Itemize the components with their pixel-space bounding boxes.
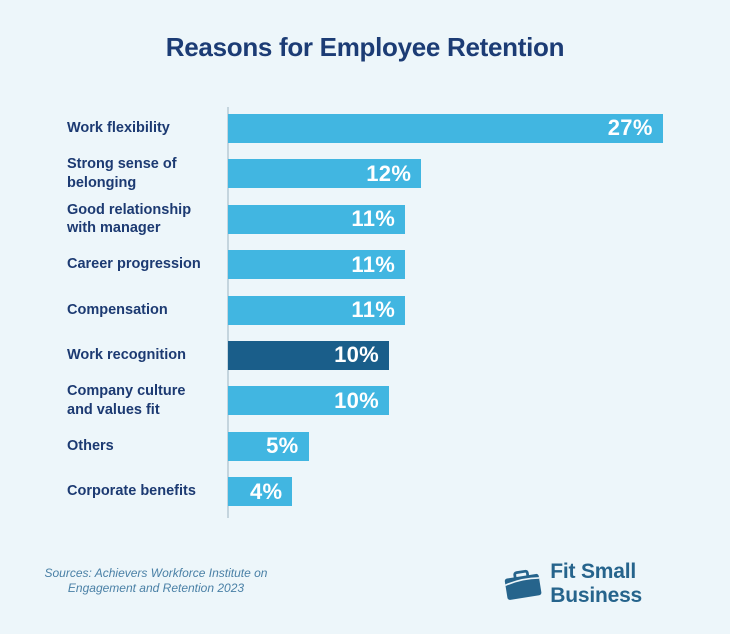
chart-title: Reasons for Employee Retention xyxy=(165,32,565,62)
chart-row: Work recognition 10% xyxy=(67,333,707,378)
chart-row: Others 5% xyxy=(67,424,707,469)
chart-row: Corporate benefits 4% xyxy=(67,469,707,514)
bar-value-label: 27% xyxy=(607,115,653,141)
bar-track: 12% xyxy=(228,159,707,189)
bar-track: 27% xyxy=(228,113,707,143)
briefcase-icon xyxy=(504,569,542,600)
chart-row: Strong sense of belonging 12% xyxy=(67,151,707,196)
bar: 11% xyxy=(228,204,406,234)
bar-value-label: 11% xyxy=(351,297,396,323)
bar-value-label: 10% xyxy=(334,387,379,413)
bar-value-label: 11% xyxy=(351,206,396,232)
bar: 11% xyxy=(228,295,406,325)
bar-value-label: 4% xyxy=(249,478,283,504)
bar: 11% xyxy=(228,250,406,280)
bar-track: 11% xyxy=(228,204,707,234)
bar-track: 10% xyxy=(228,386,707,416)
bar: 4% xyxy=(228,477,293,507)
chart-row: Good relationship with manager 11% xyxy=(67,197,707,242)
category-label: Career progression xyxy=(67,256,201,273)
chart-row: Career progression 11% xyxy=(67,242,707,287)
category-label: Others xyxy=(67,437,114,454)
bar: 12% xyxy=(228,159,422,189)
bar-value-label: 5% xyxy=(266,433,299,459)
bar: 10% xyxy=(228,340,389,370)
bar-track: 10% xyxy=(228,340,707,370)
bar-value-label: 11% xyxy=(351,251,396,277)
bar: 10% xyxy=(228,386,389,416)
bar: 5% xyxy=(228,431,309,461)
chart-row: Work flexibility 27% xyxy=(67,106,707,151)
logo-wordmark: Fit Small Business xyxy=(550,560,643,607)
chart-row: Company culture and values fit 10% xyxy=(67,378,707,423)
category-label: Company culture and values fit xyxy=(67,383,186,418)
bar-track: 11% xyxy=(228,295,707,325)
bar-value-label: 10% xyxy=(334,342,379,368)
bar-track: 5% xyxy=(228,431,707,461)
category-label: Strong sense of belonging xyxy=(67,156,177,191)
category-label: Good relationship with manager xyxy=(67,201,192,237)
bar-chart: Work flexibility 27% Strong sense of bel… xyxy=(67,106,707,515)
chart-row: Compensation 11% xyxy=(67,287,707,332)
category-label: Corporate benefits xyxy=(67,483,196,500)
bar: 27% xyxy=(228,113,663,143)
brand-logo: Fit Small Business xyxy=(503,560,730,607)
bar-track: 4% xyxy=(228,477,707,507)
category-label: Compensation xyxy=(67,301,168,318)
category-label: Work flexibility xyxy=(67,120,170,137)
bar-value-label: 12% xyxy=(366,160,412,186)
bar-track: 11% xyxy=(228,250,707,280)
sources-note: Sources: Achievers Workforce Institute o… xyxy=(44,566,268,595)
category-label: Work recognition xyxy=(67,347,186,364)
